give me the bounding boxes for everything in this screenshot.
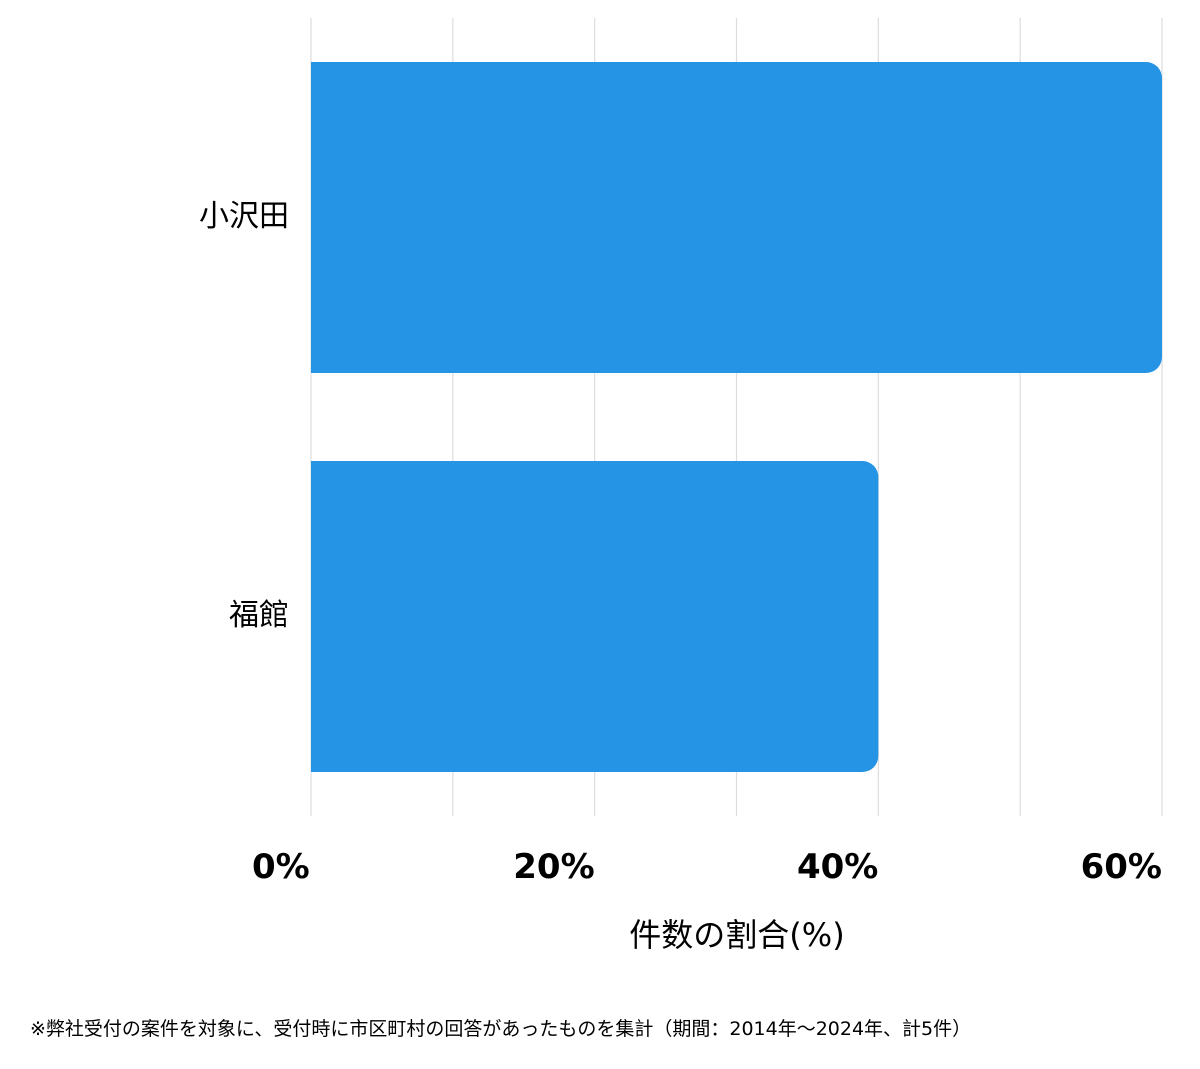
x-tick-labels: 0% 20% 40% 60%	[252, 847, 1162, 887]
x-tick-label: 60%	[1081, 847, 1162, 887]
category-label: 福館	[229, 598, 289, 633]
bars	[311, 62, 1162, 772]
footnote: ※弊社受付の案件を対象に、受付時に市区町村の回答があったものを集計（期間：201…	[30, 1018, 972, 1040]
category-label: 小沢田	[199, 199, 289, 234]
x-tick-label: 0%	[252, 847, 310, 887]
x-tick-label: 40%	[797, 847, 878, 887]
x-axis-title: 件数の割合(%)	[629, 916, 844, 954]
bar-2	[311, 461, 879, 772]
bar-1	[311, 62, 1162, 373]
x-tick-label: 20%	[513, 847, 594, 887]
